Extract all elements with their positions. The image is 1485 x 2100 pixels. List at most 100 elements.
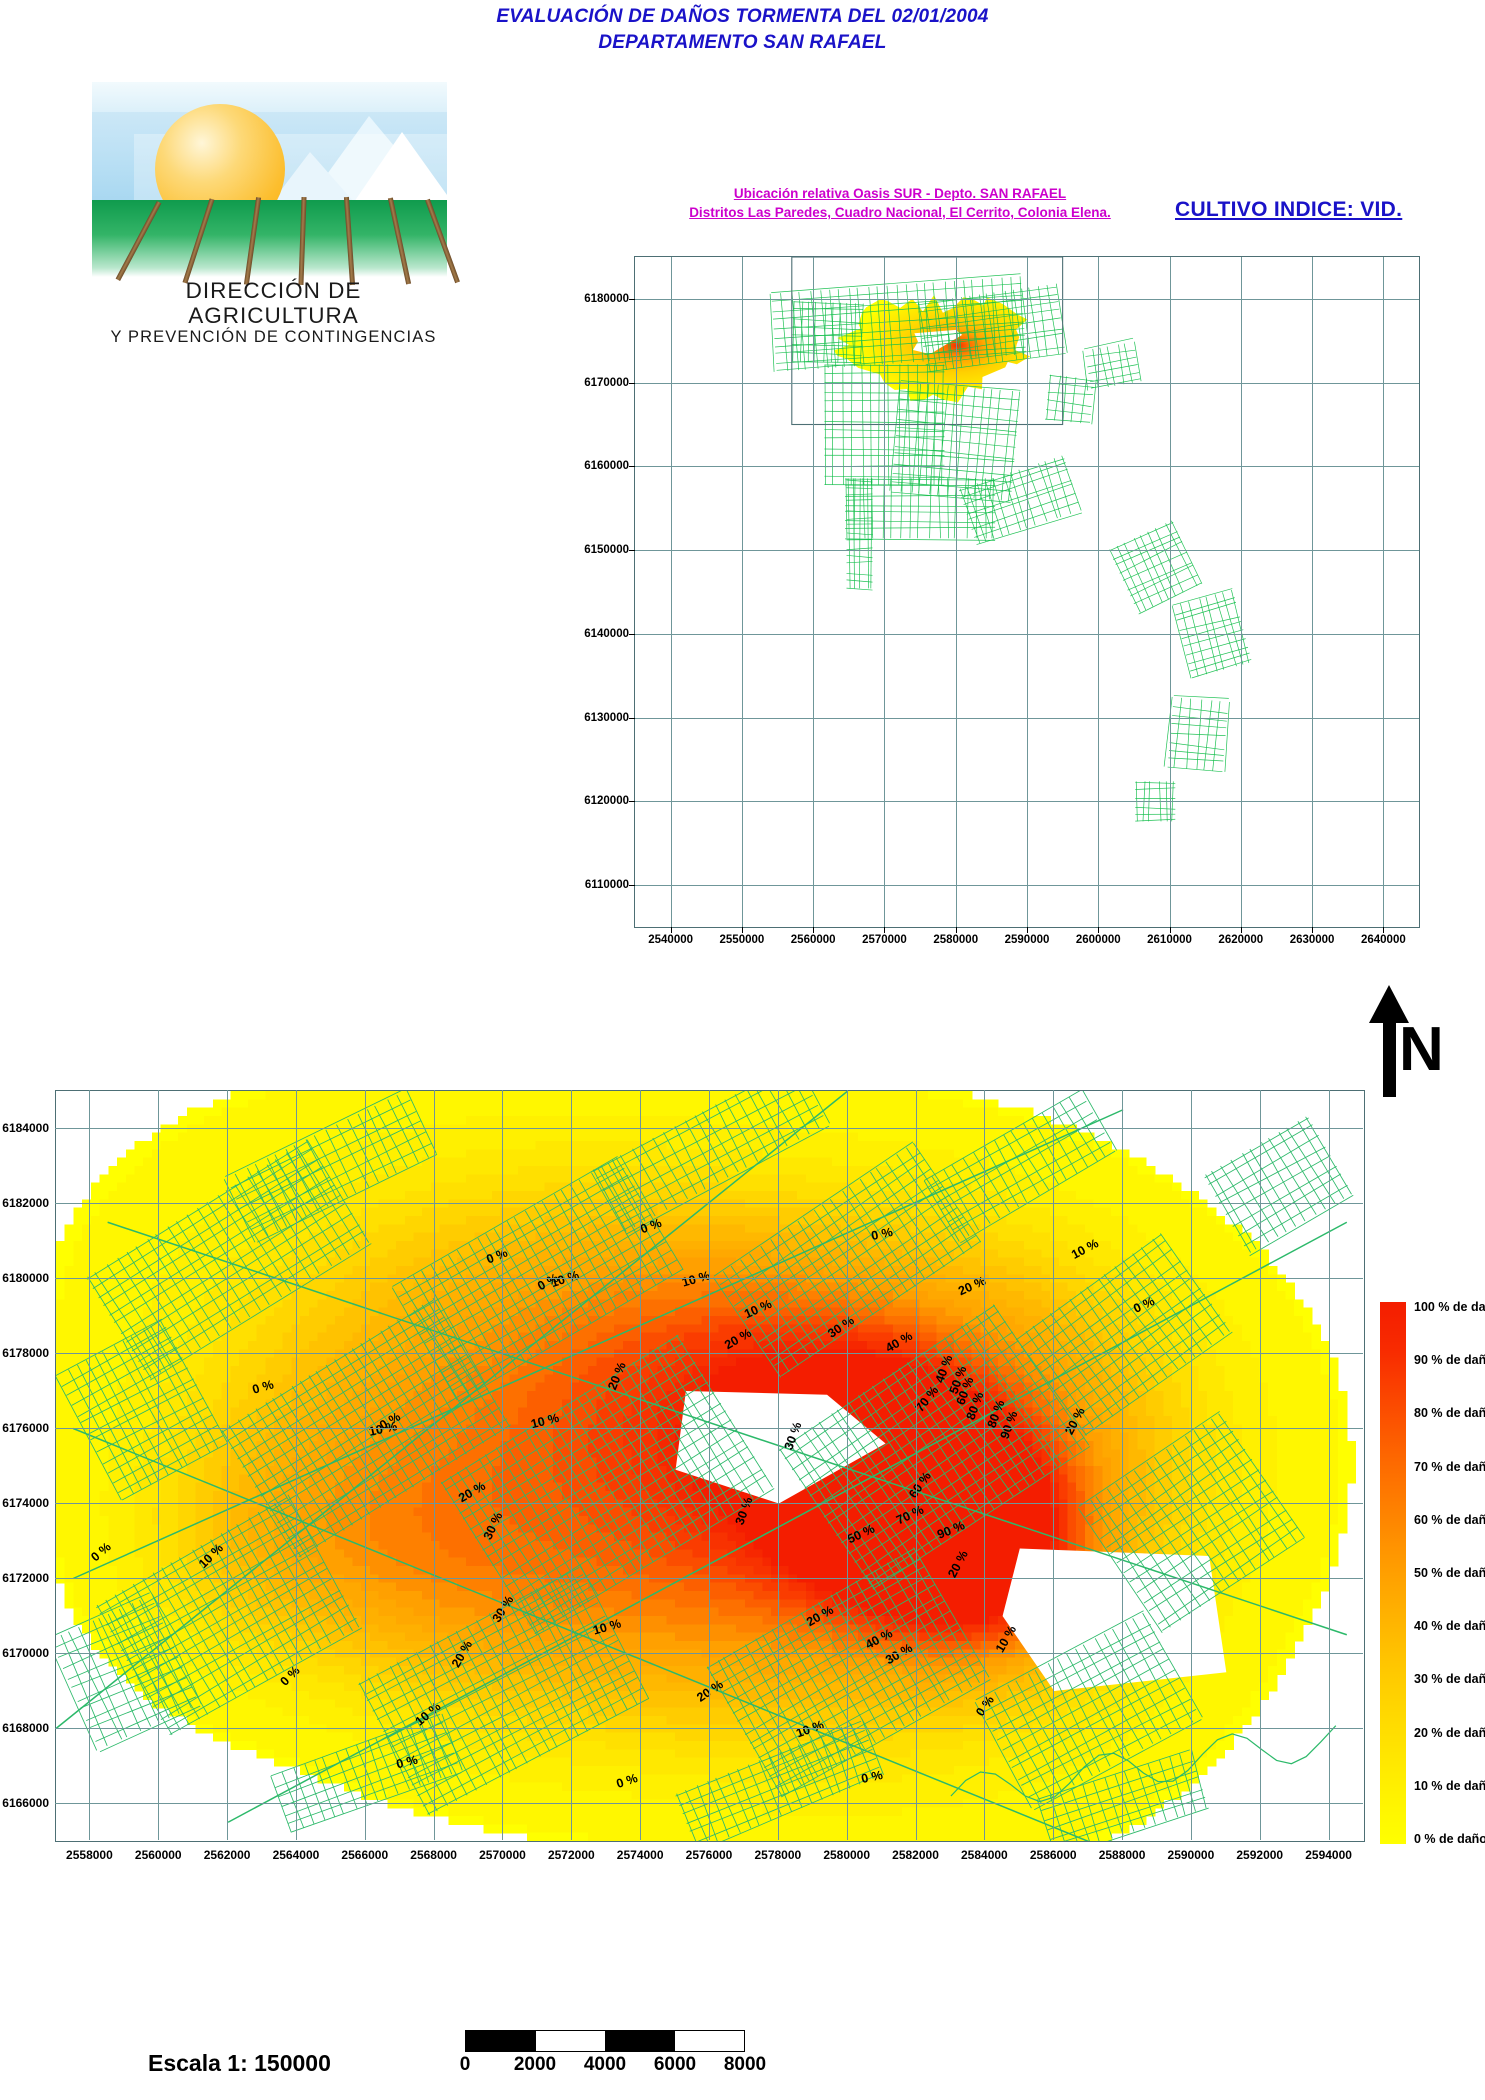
scale-tick-label: 6000 [653, 2054, 697, 2075]
legend-label: 40 % de daño [1414, 1619, 1485, 1634]
inset-y-tick-label: 6170000 [584, 376, 629, 389]
y-tick-label: 6172000 [2, 1570, 49, 1585]
inset-map-canvas [769, 257, 1252, 822]
x-tick-label: 2574000 [616, 1848, 664, 1862]
inset-x-tick-label: 2580000 [933, 934, 979, 946]
mountain-peak-icon [354, 132, 452, 202]
legend-color-ramp [1380, 1302, 1406, 1844]
agency-name-line-1: DIRECCIÓN DE AGRICULTURA [185, 278, 362, 328]
agency-name: DIRECCIÓN DE AGRICULTURA Y PREVENCIÓN DE… [100, 278, 447, 347]
inset-x-tick-label: 2620000 [1218, 934, 1264, 946]
scale-bar-ticks: 0 2000 4000 6000 8000 [460, 2054, 766, 2076]
north-arrow-shaft [1383, 1015, 1396, 1097]
x-tick-label: 2578000 [754, 1848, 802, 1862]
scale-tick-label: 4000 [583, 2054, 627, 2075]
scale-bar-blocks [465, 2030, 745, 2052]
x-tick-label: 2558000 [66, 1848, 113, 1862]
scale-tick-label: 2000 [513, 2054, 557, 2075]
inset-gridline-horizontal [635, 466, 1419, 468]
inset-tick [1240, 927, 1242, 933]
y-tick-label: 6176000 [2, 1420, 49, 1435]
inset-x-tick-label: 2560000 [790, 934, 836, 946]
legend-label: 100 % de daño [1414, 1300, 1485, 1314]
inset-gridline-vertical [1098, 257, 1100, 927]
inset-gridline-vertical [741, 257, 743, 927]
x-tick-label: 2584000 [961, 1848, 1008, 1862]
inset-x-tick-label: 2600000 [1075, 934, 1121, 946]
scale-tick-label: 8000 [723, 2054, 767, 2075]
scale-block [674, 2031, 744, 2051]
inset-x-tick-label: 2630000 [1289, 934, 1335, 946]
legend-label: 30 % de daño [1414, 1672, 1485, 1687]
legend-label: 10 % de daño [1414, 1778, 1485, 1793]
inset-y-tick-label: 6110000 [584, 879, 629, 892]
inset-tick [1169, 927, 1171, 933]
y-tick-label: 6178000 [2, 1345, 49, 1360]
inset-gridline-horizontal [635, 885, 1419, 887]
legend-label: 80 % de daño [1414, 1406, 1485, 1421]
scale-block [535, 2031, 605, 2051]
cultivo-indice-label: CULTIVO INDICE: VID. [1175, 198, 1403, 221]
inset-gridline-horizontal [635, 382, 1419, 384]
inset-x-tick-label: 2590000 [1004, 934, 1050, 946]
inset-y-tick-label: 6150000 [584, 544, 629, 557]
inset-header-line-1: Ubicación relativa Oasis SUR - Depto. SA… [733, 186, 1067, 201]
agency-name-line-2: Y PREVENCIÓN DE CONTINGENCIAS [110, 328, 437, 346]
x-tick-label: 2570000 [479, 1848, 526, 1862]
inset-y-tick-label: 6130000 [584, 711, 629, 724]
x-tick-label: 2592000 [1236, 1848, 1284, 1862]
inset-tick [670, 927, 672, 933]
inset-map[interactable]: 2540000 2550000 2560000 2570000 2580000 25900… [584, 256, 1420, 946]
x-tick-label: 2566000 [341, 1848, 389, 1862]
x-tick-label: 2564000 [272, 1848, 320, 1862]
inset-gridline-horizontal [635, 801, 1419, 803]
y-tick-label: 6184000 [2, 1120, 49, 1135]
inset-tick [813, 927, 815, 933]
legend-label: 20 % de daño [1414, 1725, 1485, 1740]
inset-y-tick-label: 6120000 [584, 795, 629, 808]
main-map-canvas [56, 1091, 1356, 1841]
inset-x-tick-label: 2640000 [1360, 934, 1406, 946]
inset-gridline-vertical [1312, 257, 1314, 927]
inset-tick [1027, 927, 1028, 933]
legend-label: 90 % de daño [1414, 1353, 1485, 1368]
x-tick-label: 2572000 [547, 1848, 595, 1862]
inset-tick [629, 717, 635, 719]
inset-gridline-horizontal [635, 550, 1419, 552]
mountain-small-icon [272, 152, 354, 202]
north-letter: N [1399, 1015, 1444, 1084]
inset-y-tick-label: 6160000 [584, 460, 629, 473]
inset-gridline-vertical [670, 257, 672, 927]
scale-bar: 0 2000 4000 6000 8000 [460, 2030, 766, 2076]
x-tick-label: 2580000 [823, 1848, 871, 1862]
north-arrow-icon: N [1355, 985, 1465, 1100]
scale-ratio-label: Escala 1: 150000 [148, 2050, 331, 2076]
sky-haze [92, 82, 447, 112]
scale-block [605, 2031, 675, 2051]
inset-tick [629, 550, 635, 552]
inset-map-header: Ubicación relativa Oasis SUR - Depto. SA… [640, 184, 1160, 222]
main-damage-map[interactable]: 0 % 0 % 0 % 0 % 0 % 0 % 0 % 0 % 0 % 0 % 0 % 0 % 0 % 1… [55, 1090, 1365, 1842]
inset-gridline-vertical [1240, 257, 1242, 927]
inset-gridline-vertical [1027, 257, 1028, 927]
inset-x-tick-label: 2550000 [719, 934, 765, 946]
x-tick-label: 2590000 [1167, 1848, 1215, 1862]
inset-tick [884, 927, 886, 933]
inset-header-line-2: Distritos Las Paredes, Cuadro Nacional, … [689, 205, 1111, 220]
inset-x-tick-label: 2570000 [862, 934, 907, 946]
scale-tick-label: 0 [459, 2054, 471, 2075]
title-line-2: DEPARTAMENTO SAN RAFAEL [598, 32, 887, 53]
inset-gridline-vertical [1383, 257, 1385, 927]
x-tick-label: 2568000 [410, 1848, 457, 1862]
inset-gridline-vertical [884, 257, 886, 927]
scale-block [466, 2031, 536, 2051]
inset-tick [955, 927, 957, 933]
inset-gridline-horizontal [635, 717, 1419, 719]
x-tick-label: 2582000 [892, 1848, 939, 1862]
legend-label: 60 % de daño [1414, 1512, 1485, 1527]
inset-gridline-vertical [955, 257, 957, 927]
y-tick-label: 6170000 [2, 1645, 49, 1660]
inset-tick [629, 298, 635, 300]
page-title: EVALUACIÓN DE DAÑOS TORMENTA DEL 02/01/2… [0, 4, 1485, 56]
agency-logo: DIRECCIÓN DE AGRICULTURA Y PREVENCIÓN DE… [92, 82, 460, 346]
